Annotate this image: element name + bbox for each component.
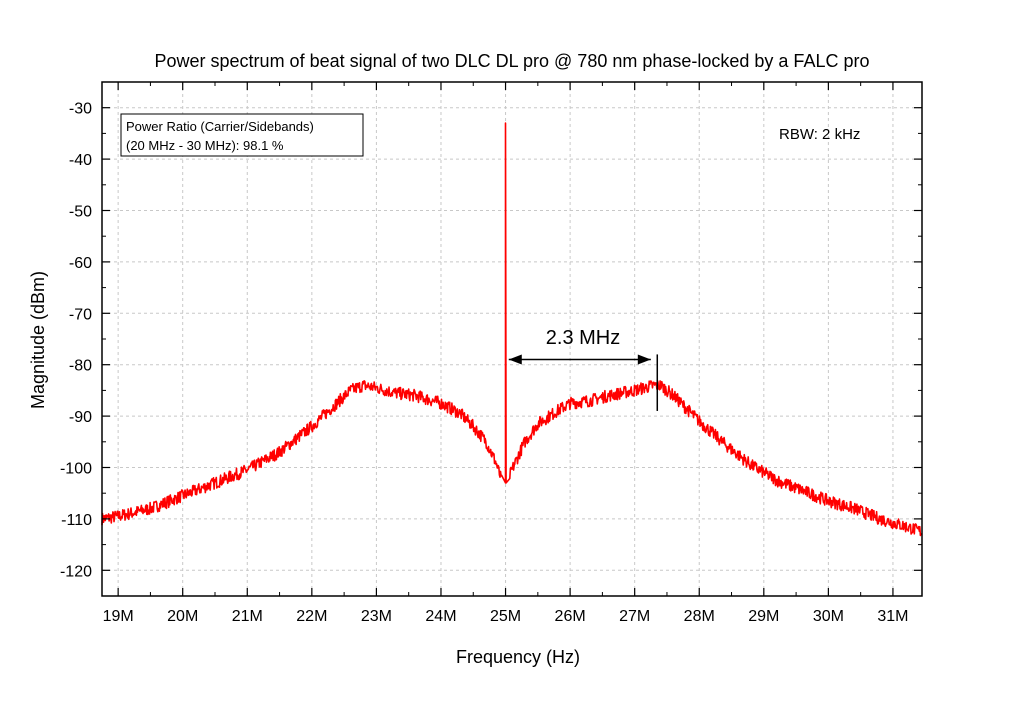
y-tick-label: -120 (60, 563, 92, 580)
y-tick-label: -60 (69, 255, 92, 272)
x-axis-label: Frequency (Hz) (456, 647, 580, 667)
x-tick-label: 25M (490, 608, 521, 625)
x-tick-label: 30M (813, 608, 844, 625)
x-tick-label: 27M (619, 608, 650, 625)
x-tick-label: 26M (555, 608, 586, 625)
power-ratio-box-frame (120, 113, 364, 157)
arrow-head-right (637, 354, 651, 365)
y-tick-label: -80 (69, 358, 92, 375)
x-tick-label: 28M (684, 608, 715, 625)
y-axis-label: Magnitude (dBm) (28, 271, 48, 409)
y-axis-ticks: -30 -40 -50 -60 -70 -80 -90 -100 -110 -120 (60, 81, 922, 597)
y-tick-label: -100 (60, 461, 92, 478)
x-tick-label: 24M (425, 608, 456, 625)
bandwidth-annotation: 2.3 MHz (508, 327, 659, 411)
x-tick-label: 23M (361, 608, 392, 625)
y-tick-label: -110 (61, 512, 92, 529)
x-tick-label: 20M (167, 608, 198, 625)
x-tick-label: 22M (296, 608, 327, 625)
spectrum-trace (101, 122, 923, 537)
y-tick-label: -50 (69, 204, 92, 221)
rbw-label: RBW: 2 kHz (779, 126, 860, 143)
power-ratio-line-1: Power Ratio (Carrier/Sidebands) (126, 119, 314, 134)
plot-area (101, 122, 923, 537)
power-ratio-box: Power Ratio (Carrier/Sidebands) (20 MHz … (120, 113, 364, 157)
y-tick-label: -70 (69, 306, 92, 323)
grid-lines (102, 82, 922, 596)
x-axis-ticks: 19M 20M 21M 22M 23M 24M 25M 26M 27M 28M 29M 30M 31M (103, 82, 909, 625)
arrow-head-left (508, 354, 522, 365)
x-tick-label: 21M (232, 608, 263, 625)
x-tick-label: 19M (103, 608, 134, 625)
chart-title: Power spectrum of beat signal of two DLC… (155, 51, 870, 71)
bandwidth-arrow-label: 2.3 MHz (546, 327, 620, 349)
x-tick-label: 29M (748, 608, 779, 625)
y-tick-label: -40 (69, 152, 92, 169)
y-tick-label: -30 (69, 101, 92, 118)
x-tick-label: 31M (877, 608, 908, 625)
y-tick-label: -90 (69, 409, 92, 426)
power-ratio-line-2: (20 MHz - 30 MHz): 98.1 % (126, 138, 284, 153)
